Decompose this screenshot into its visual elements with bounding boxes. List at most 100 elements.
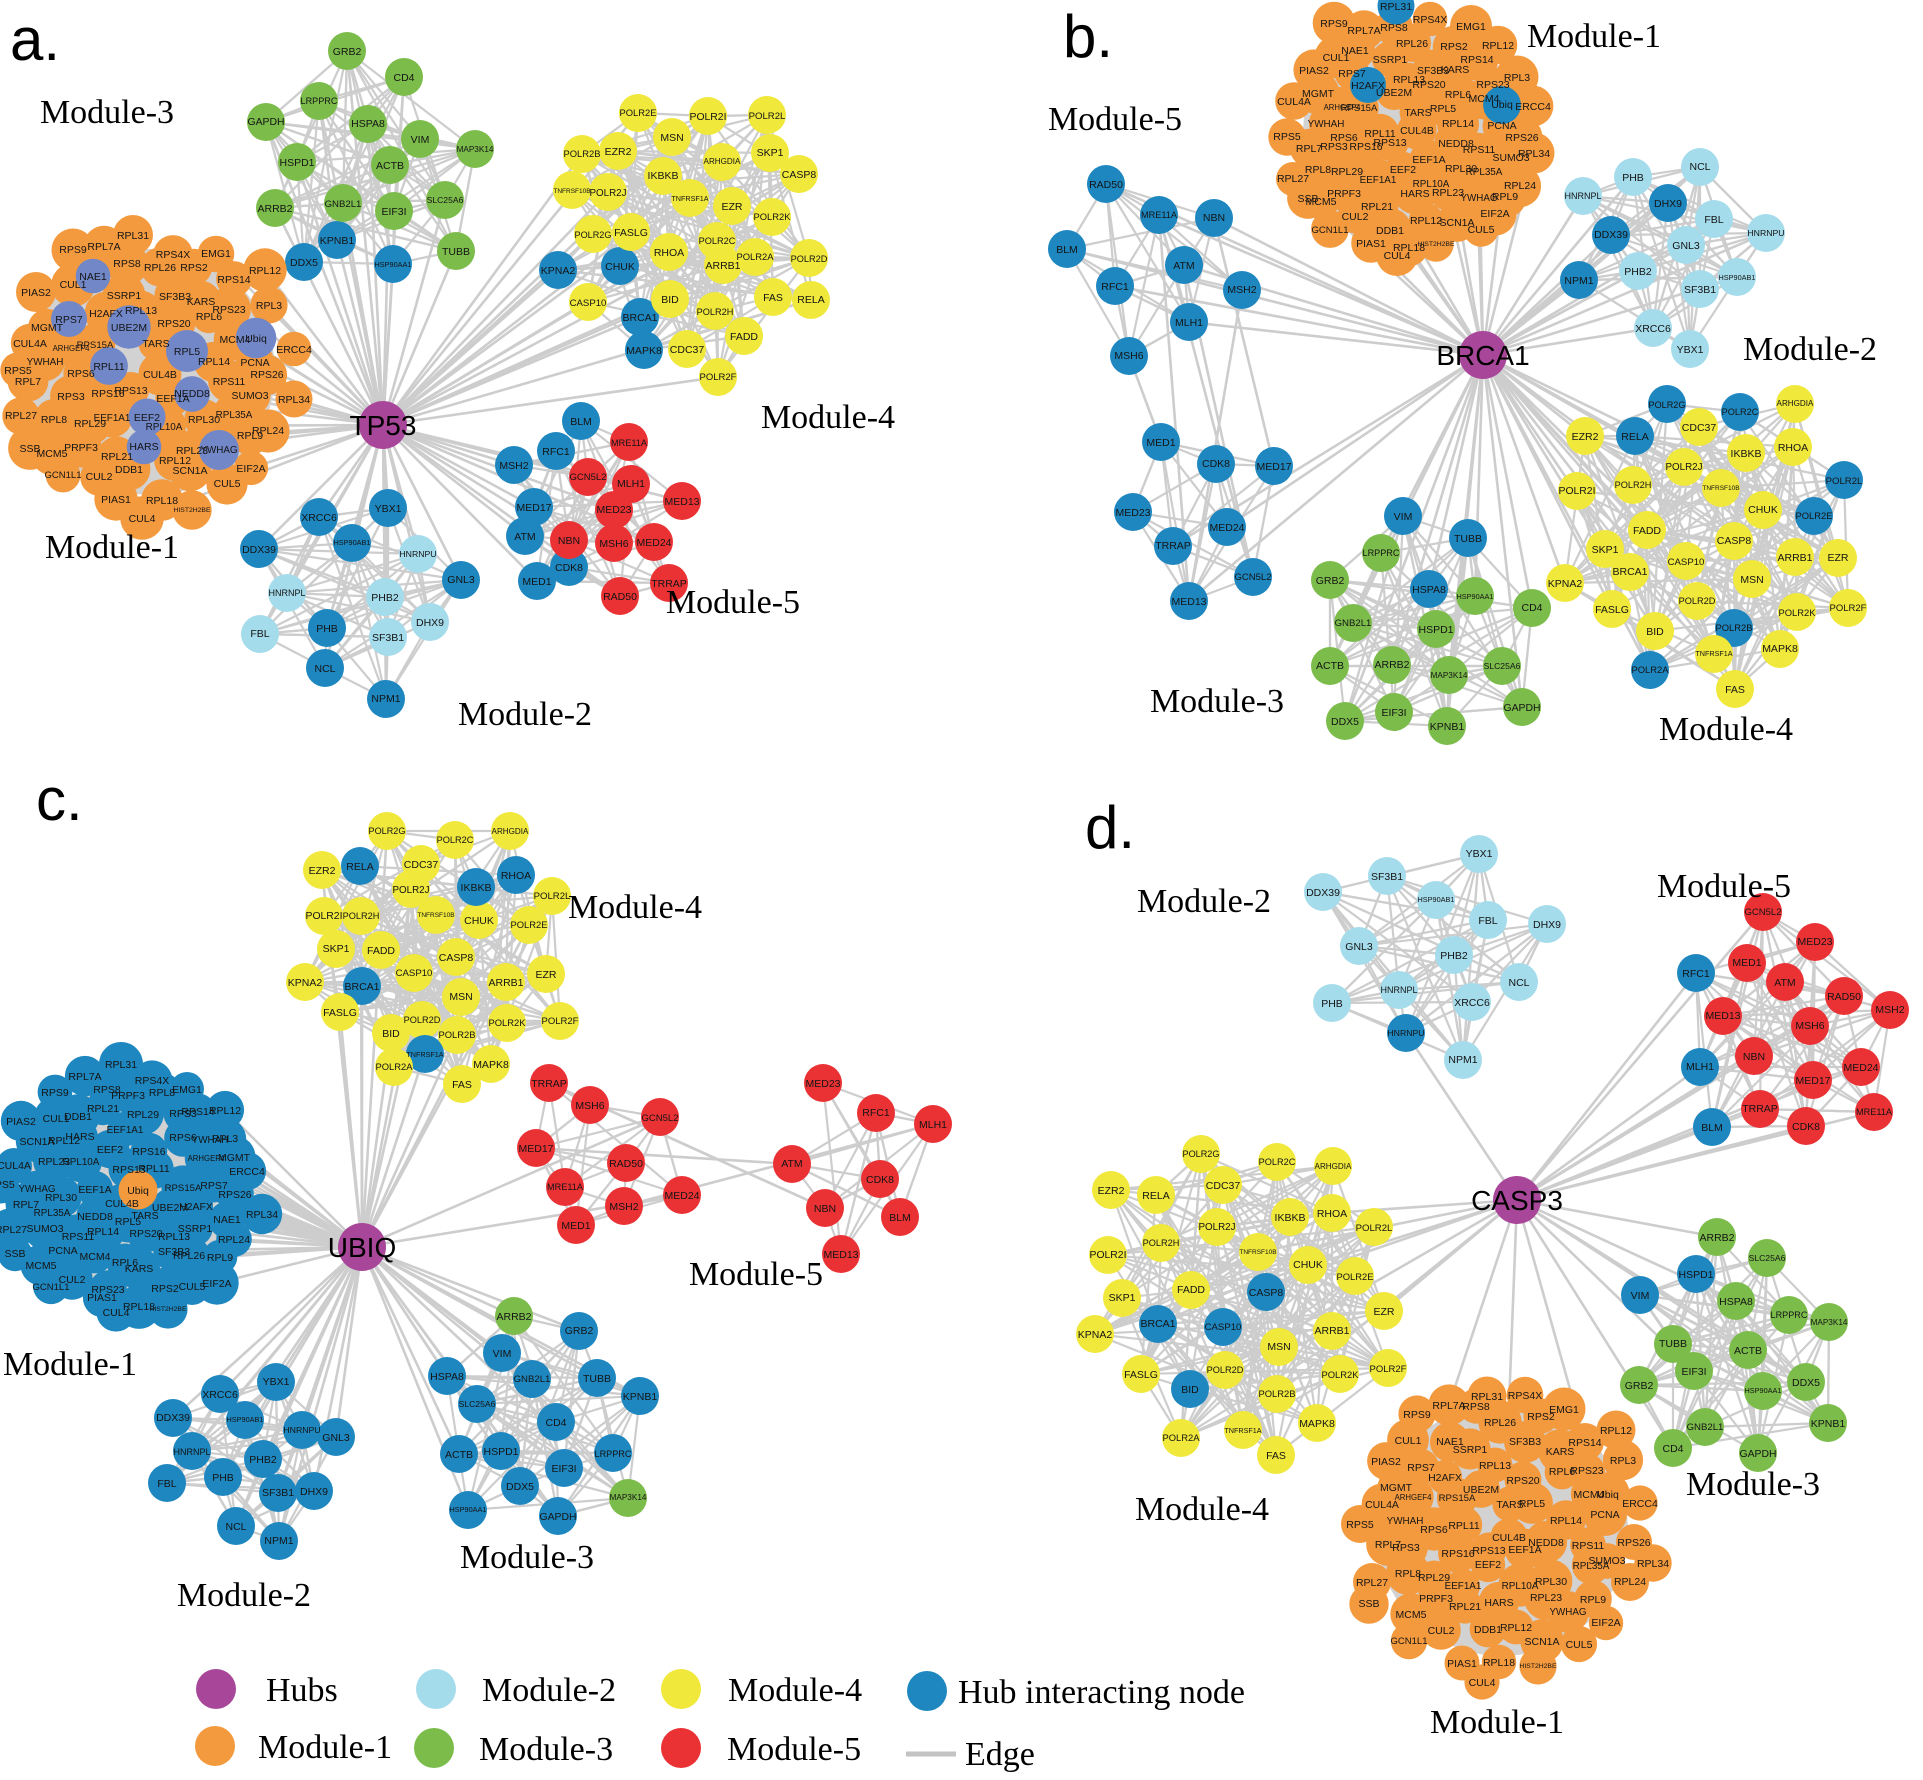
svg-text:TRRAP: TRRAP (1742, 1103, 1778, 1115)
svg-text:KPNA2: KPNA2 (1078, 1329, 1113, 1341)
svg-text:FADD: FADD (1177, 1284, 1205, 1296)
svg-text:RPL14: RPL14 (87, 1226, 119, 1238)
svg-text:POLR2E: POLR2E (1337, 1271, 1374, 1282)
svg-text:DDB1: DDB1 (1376, 225, 1404, 237)
svg-text:RPL21: RPL21 (87, 1103, 119, 1115)
svg-text:POLR2L: POLR2L (534, 891, 571, 902)
svg-text:CDC37: CDC37 (404, 859, 439, 871)
svg-text:MED23: MED23 (1115, 507, 1150, 519)
svg-text:POLR2B: POLR2B (564, 148, 601, 159)
svg-text:HIST2H2BE: HIST2H2BE (1417, 241, 1454, 248)
svg-text:CUL5: CUL5 (179, 1281, 206, 1293)
svg-text:MED13: MED13 (823, 1249, 858, 1261)
svg-text:Module-3: Module-3 (460, 1539, 594, 1576)
svg-text:ARHGEF4: ARHGEF4 (188, 1154, 225, 1163)
svg-text:RPL7A: RPL7A (1432, 1400, 1465, 1412)
svg-text:KPNB1: KPNB1 (1811, 1418, 1846, 1430)
svg-text:RPS5: RPS5 (1346, 1519, 1374, 1531)
svg-text:GAPDH: GAPDH (1740, 1449, 1777, 1460)
svg-text:MED17: MED17 (518, 1143, 553, 1155)
svg-text:SF3B1: SF3B1 (1684, 284, 1716, 296)
svg-text:RHOA: RHOA (1778, 442, 1808, 454)
svg-text:RPS4X: RPS4X (156, 249, 190, 261)
svg-text:YWHAH: YWHAH (1387, 1516, 1424, 1527)
svg-text:POLR2F: POLR2F (542, 1016, 579, 1027)
svg-text:RPL23: RPL23 (176, 445, 208, 457)
svg-text:TRRAP: TRRAP (1155, 540, 1191, 552)
svg-text:DDX39: DDX39 (1306, 887, 1340, 899)
svg-text:RPS7: RPS7 (1407, 1462, 1435, 1474)
svg-text:GCN5L2: GCN5L2 (1745, 907, 1782, 918)
svg-text:DDX39: DDX39 (156, 1412, 190, 1424)
svg-text:RPS9: RPS9 (41, 1087, 69, 1099)
svg-text:Module-1: Module-1 (45, 529, 179, 566)
svg-text:CHUK: CHUK (1748, 504, 1778, 516)
svg-text:HARS: HARS (1484, 1597, 1513, 1609)
svg-text:POLR2E: POLR2E (511, 919, 548, 930)
svg-text:RPS13: RPS13 (114, 385, 147, 397)
svg-text:HSPD1: HSPD1 (1678, 1269, 1713, 1281)
svg-text:PCNA: PCNA (1487, 120, 1516, 132)
svg-text:RPS15A: RPS15A (1439, 1493, 1476, 1504)
svg-text:RPL31: RPL31 (1471, 1391, 1503, 1403)
svg-text:DDX5: DDX5 (290, 257, 318, 269)
svg-text:Module-1: Module-1 (1527, 18, 1661, 55)
svg-text:MCM4: MCM4 (80, 1251, 111, 1263)
svg-text:RPS15A: RPS15A (1341, 103, 1378, 114)
svg-text:MAPK8: MAPK8 (1762, 643, 1798, 655)
svg-text:CHUK: CHUK (464, 915, 494, 927)
svg-text:NPM1: NPM1 (1564, 275, 1593, 287)
svg-text:H2AFX: H2AFX (1428, 1472, 1462, 1484)
svg-text:NBN: NBN (814, 1203, 836, 1215)
svg-text:YWHAH: YWHAH (1308, 119, 1345, 130)
svg-text:RPS23: RPS23 (1476, 79, 1509, 91)
svg-text:RPS9: RPS9 (1403, 1409, 1431, 1421)
svg-text:KARS: KARS (1441, 64, 1470, 76)
svg-text:ARHGDIA: ARHGDIA (1315, 1162, 1352, 1171)
svg-text:EEF1A: EEF1A (156, 393, 189, 405)
svg-text:MCM4: MCM4 (220, 334, 251, 346)
svg-text:SUMO3: SUMO3 (232, 391, 269, 402)
svg-text:GCN1L1: GCN1L1 (45, 470, 82, 481)
svg-text:Module-5: Module-5 (689, 1256, 823, 1293)
svg-text:BRCA1: BRCA1 (1436, 340, 1529, 371)
svg-text:RPS4X: RPS4X (135, 1075, 169, 1087)
svg-text:ARRB1: ARRB1 (1777, 552, 1812, 564)
svg-text:EZR: EZR (536, 969, 557, 981)
svg-text:BLM: BLM (1701, 1122, 1723, 1134)
svg-text:TUBB: TUBB (442, 246, 470, 258)
svg-text:HSP90AB1: HSP90AB1 (1418, 895, 1455, 904)
svg-text:RFC1: RFC1 (542, 446, 570, 458)
svg-text:UBE2M: UBE2M (1376, 87, 1412, 99)
svg-text:TNFRSF10B: TNFRSF10B (1239, 1249, 1276, 1256)
svg-text:GNL3: GNL3 (322, 1432, 350, 1444)
svg-text:RPL9: RPL9 (1580, 1594, 1606, 1606)
svg-text:HARS: HARS (129, 441, 158, 453)
svg-text:CDC37: CDC37 (1206, 1180, 1241, 1192)
svg-text:CDK8: CDK8 (866, 1174, 894, 1186)
svg-text:KPNB1: KPNB1 (320, 235, 355, 247)
svg-text:SF3B3: SF3B3 (1417, 65, 1449, 77)
svg-text:RPS13: RPS13 (112, 1164, 145, 1176)
svg-text:CASP10: CASP10 (1205, 1322, 1242, 1333)
svg-text:Module-5: Module-5 (1657, 868, 1791, 905)
svg-text:RPL18: RPL18 (1483, 1657, 1515, 1669)
svg-text:RPS11: RPS11 (62, 1231, 95, 1243)
svg-text:RPL6: RPL6 (196, 311, 222, 323)
svg-text:BRCA1: BRCA1 (1140, 1318, 1175, 1330)
svg-text:RPL21: RPL21 (101, 451, 133, 463)
svg-text:HSP90AB1: HSP90AB1 (227, 1415, 264, 1424)
svg-text:CUL4: CUL4 (1384, 250, 1411, 262)
svg-text:RHOA: RHOA (501, 870, 531, 882)
svg-text:CUL1: CUL1 (1395, 1435, 1422, 1447)
svg-text:RPS6: RPS6 (1420, 1524, 1448, 1536)
svg-text:RPL35A: RPL35A (1466, 167, 1503, 178)
svg-text:YWHAH: YWHAH (192, 1135, 229, 1146)
svg-text:NCL: NCL (314, 663, 335, 675)
svg-text:RPS13: RPS13 (1472, 1545, 1505, 1557)
svg-text:RPL8: RPL8 (149, 1087, 175, 1099)
svg-text:Module-2: Module-2 (1743, 331, 1877, 368)
svg-text:H2AFX: H2AFX (179, 1201, 213, 1213)
svg-text:MCM4: MCM4 (1469, 93, 1500, 105)
svg-text:EIF3I: EIF3I (551, 1463, 576, 1475)
